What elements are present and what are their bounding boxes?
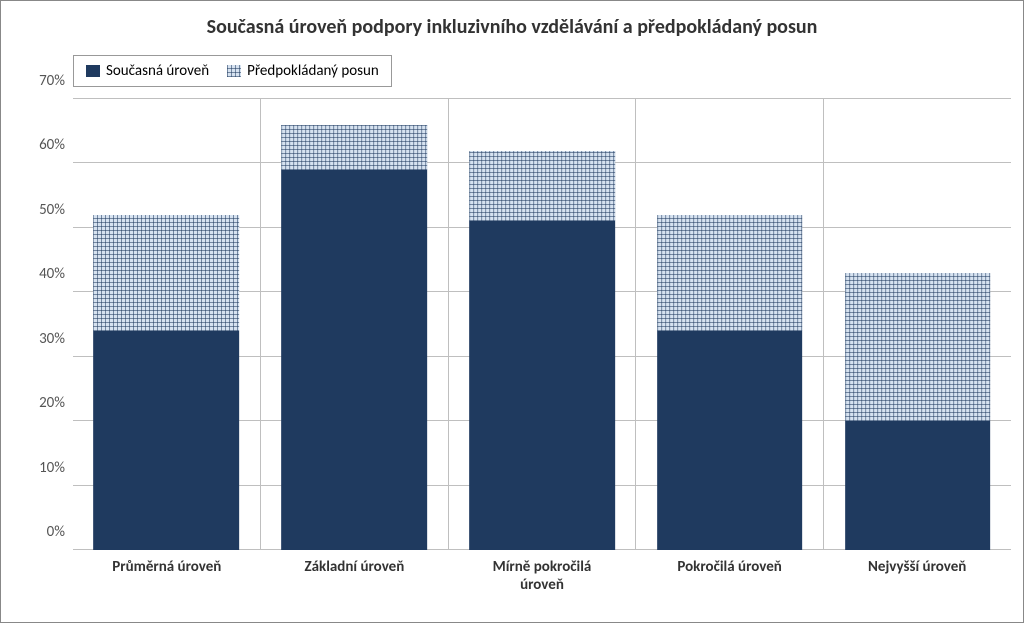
legend-item-top: Předpokládaný posun: [227, 62, 379, 80]
legend: Současná úroveň Předpokládaný posun: [73, 55, 392, 87]
bar-pair: [94, 99, 240, 550]
bar-segment-top: [281, 125, 427, 170]
x-axis-label: Nejvyšší úroveň: [823, 550, 1011, 622]
bar-segment-base: [281, 170, 427, 550]
y-tick-label: 0%: [47, 523, 73, 541]
chart-container: Současná úroveň podpory inkluzivního vzd…: [0, 0, 1024, 623]
bar-segment-base: [845, 421, 991, 550]
bar-segment-base: [657, 331, 803, 550]
x-axis-label: Mírně pokročiláúroveň: [448, 550, 636, 622]
legend-swatch-base: [86, 65, 100, 77]
legend-item-base: Současná úroveň: [86, 62, 209, 80]
chart-title: Současná úroveň podpory inkluzivního vzd…: [1, 1, 1023, 45]
plot-area: 0%10%20%30%40%50%60%70%: [73, 99, 1011, 550]
y-tick-label: 20%: [39, 394, 73, 412]
bars: [73, 99, 1011, 550]
bar-segment-base: [94, 331, 240, 550]
legend-label-base: Současná úroveň: [106, 62, 209, 80]
legend-label-top: Předpokládaný posun: [247, 62, 379, 80]
bar-slot: [73, 99, 261, 550]
bar-segment-top: [94, 215, 240, 331]
y-tick-label: 10%: [39, 459, 73, 477]
bar-segment-top: [845, 273, 991, 421]
y-tick-label: 70%: [39, 72, 73, 90]
y-tick-label: 50%: [39, 201, 73, 219]
bar-slot: [261, 99, 449, 550]
x-axis-label: Průměrná úroveň: [73, 550, 261, 622]
y-tick-label: 30%: [39, 330, 73, 348]
bar-slot: [636, 99, 824, 550]
bar-slot: [824, 99, 1011, 550]
bar-segment-top: [657, 215, 803, 331]
bar-pair: [845, 99, 991, 550]
plot-inner: 0%10%20%30%40%50%60%70%: [73, 99, 1011, 550]
bar-pair: [657, 99, 803, 550]
y-tick-label: 60%: [39, 136, 73, 154]
bar-pair: [281, 99, 427, 550]
bar-segment-base: [469, 221, 615, 550]
x-axis-label: Pokročilá úroveň: [636, 550, 824, 622]
bar-pair: [469, 99, 615, 550]
legend-swatch-top: [227, 65, 241, 77]
x-axis-labels: Průměrná úroveňZákladní úroveňMírně pokr…: [73, 550, 1011, 622]
bar-segment-top: [469, 151, 615, 222]
bar-slot: [449, 99, 637, 550]
x-axis-label: Základní úroveň: [261, 550, 449, 622]
y-tick-label: 40%: [39, 265, 73, 283]
